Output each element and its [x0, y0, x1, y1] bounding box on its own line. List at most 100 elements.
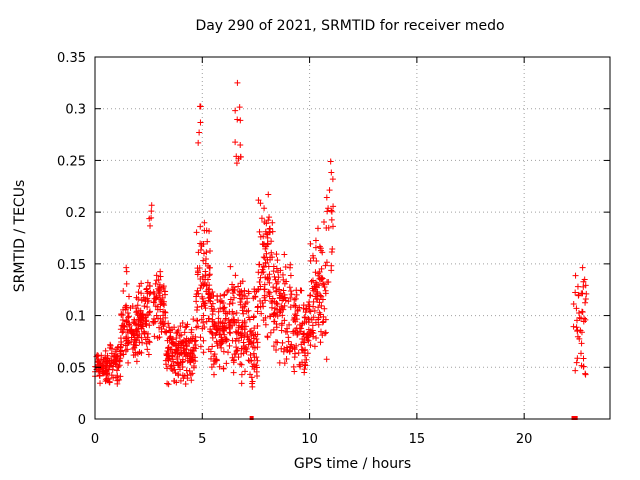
data-point: [144, 346, 151, 353]
data-point: [317, 339, 324, 346]
data-point: [187, 337, 194, 344]
data-point: [194, 304, 201, 311]
data-point: [219, 339, 226, 346]
y-tick-label: 0.05: [57, 361, 86, 376]
data-point: [238, 350, 245, 357]
data-point: [257, 200, 264, 207]
data-point: [187, 347, 194, 354]
data-point: [575, 292, 582, 299]
data-point: [133, 358, 140, 365]
data-point: [108, 372, 115, 379]
data-point: [573, 359, 580, 366]
data-point: [152, 318, 159, 325]
data-point: [571, 416, 576, 420]
data-point: [266, 271, 273, 278]
data-point: [256, 261, 263, 268]
data-point: [207, 348, 214, 355]
data-point: [321, 330, 328, 337]
data-point: [330, 203, 337, 210]
data-point: [250, 350, 257, 357]
data-point: [279, 304, 286, 311]
data-point: [200, 257, 207, 264]
data-point: [234, 347, 241, 354]
data-point: [249, 416, 254, 420]
data-point: [189, 337, 196, 344]
data-point: [231, 319, 238, 326]
data-point: [317, 292, 324, 299]
data-point: [291, 302, 298, 309]
data-point: [298, 346, 305, 353]
data-point: [582, 316, 589, 323]
data-point: [326, 187, 333, 194]
data-point: [242, 344, 249, 351]
y-tick-label: 0.35: [57, 51, 86, 66]
data-point: [123, 264, 130, 271]
data-point: [206, 294, 213, 301]
data-point: [152, 303, 159, 310]
data-point: [318, 274, 325, 281]
data-point: [232, 139, 239, 146]
data-point: [198, 316, 205, 323]
data-point: [570, 323, 577, 330]
data-point: [251, 361, 258, 368]
data-point: [302, 362, 309, 369]
data-point: [259, 300, 266, 307]
data-point: [102, 347, 109, 354]
data-point: [195, 249, 202, 256]
data-point: [118, 341, 125, 348]
data-point: [296, 321, 303, 328]
data-point: [307, 308, 314, 315]
data-point: [301, 339, 308, 346]
data-point: [303, 356, 310, 363]
data-point: [320, 218, 327, 225]
data-point: [227, 296, 234, 303]
data-point: [153, 294, 160, 301]
data-point: [325, 205, 332, 212]
data-point: [323, 194, 330, 201]
data-point: [201, 219, 208, 226]
data-point: [319, 319, 326, 326]
data-point: [307, 240, 314, 247]
data-point: [574, 327, 581, 334]
data-point: [258, 269, 265, 276]
data-point: [110, 353, 117, 360]
data-point: [188, 326, 195, 333]
data-point: [170, 358, 177, 365]
data-point: [164, 365, 171, 372]
data-point: [287, 287, 294, 294]
data-point: [293, 291, 300, 298]
data-point: [208, 303, 215, 310]
data-point: [575, 309, 582, 316]
data-point: [105, 366, 112, 373]
data-point: [278, 345, 285, 352]
data-point: [213, 357, 220, 364]
data-point: [153, 272, 160, 279]
data-point: [160, 321, 167, 328]
data-point: [213, 326, 220, 333]
data-point: [268, 238, 275, 245]
data-point: [144, 303, 151, 310]
data-point: [208, 355, 215, 362]
data-point: [171, 366, 178, 373]
data-point: [290, 328, 297, 335]
data-point: [322, 262, 329, 269]
y-tick-label: 0.2: [65, 206, 86, 221]
data-point: [282, 263, 289, 270]
data-point: [127, 305, 134, 312]
data-point: [165, 344, 172, 351]
data-point: [156, 324, 163, 331]
data-point: [197, 223, 204, 230]
data-point: [97, 380, 104, 387]
data-point: [206, 271, 213, 278]
data-point: [206, 228, 213, 235]
data-point: [227, 319, 234, 326]
data-point: [190, 357, 197, 364]
data-point: [303, 318, 310, 325]
data-point: [238, 380, 245, 387]
data-point: [302, 352, 309, 359]
data-point: [232, 338, 239, 345]
data-point: [319, 280, 326, 287]
data-point: [239, 278, 246, 285]
data-point: [147, 289, 154, 296]
data-point: [576, 335, 583, 342]
